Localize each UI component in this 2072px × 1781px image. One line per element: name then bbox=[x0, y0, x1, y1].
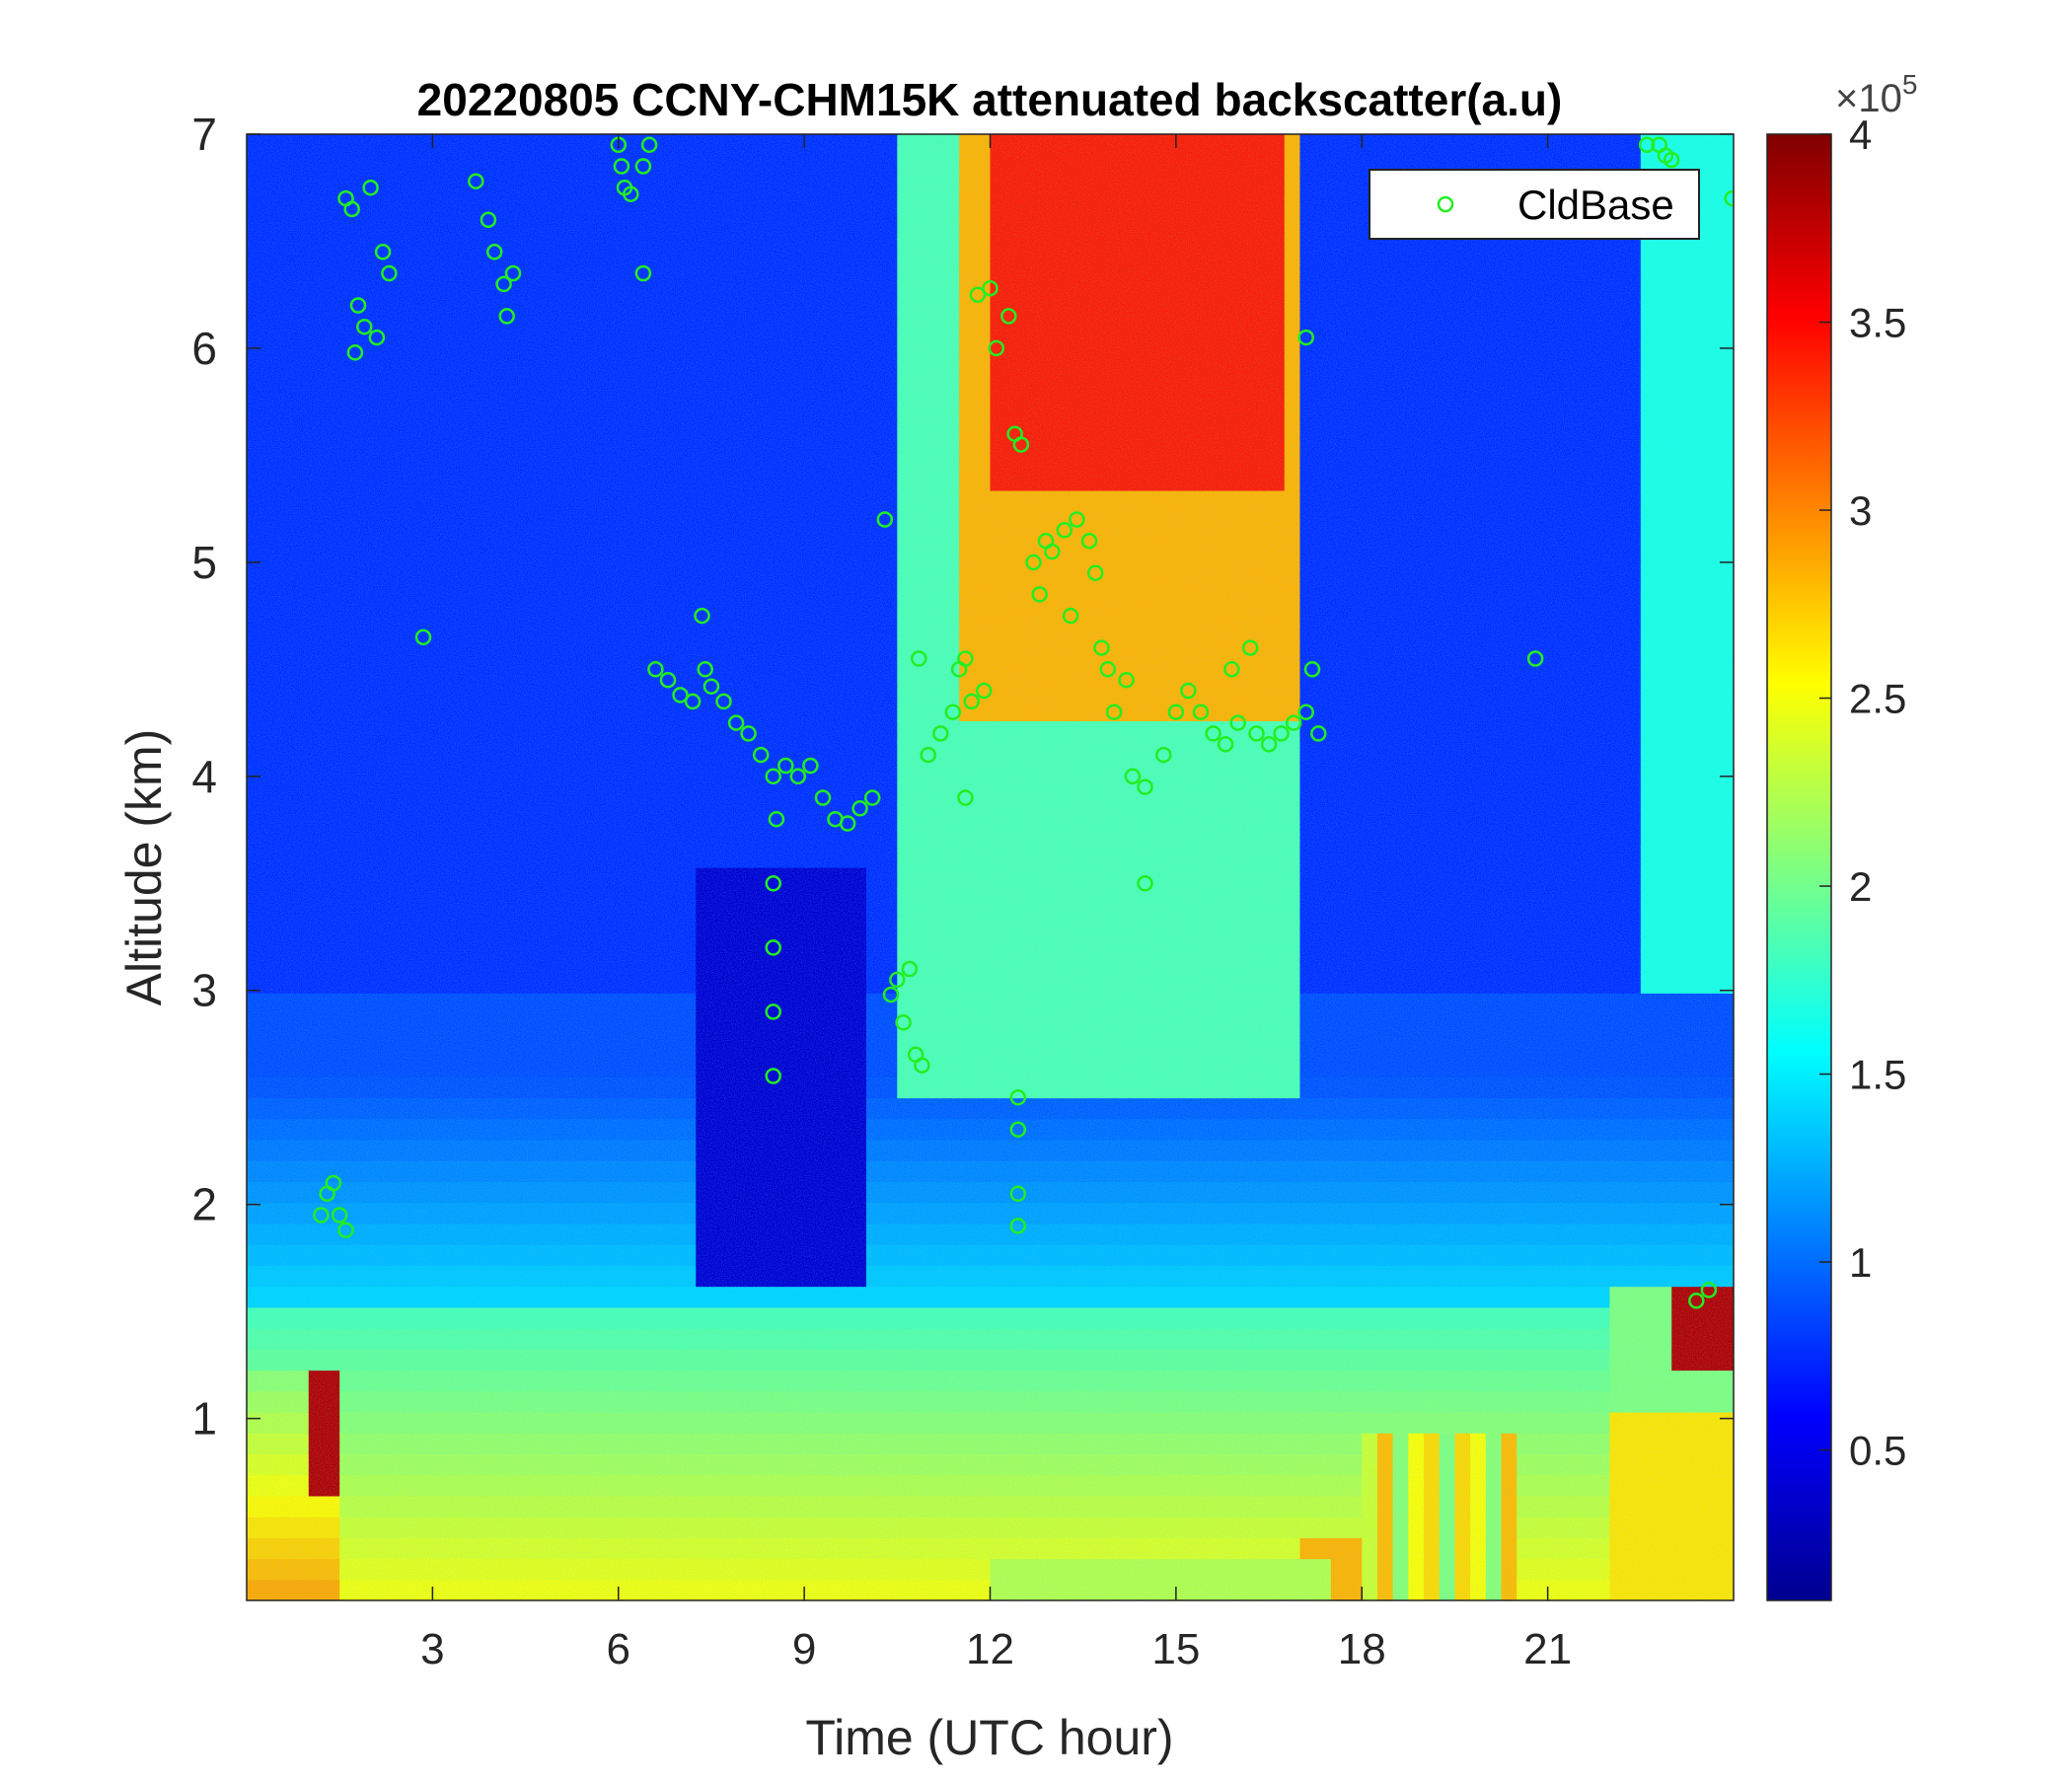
plot-area bbox=[247, 134, 1739, 1601]
chart-title: 20220805 CCNY-CHM15K attenuated backscat… bbox=[417, 74, 1563, 125]
